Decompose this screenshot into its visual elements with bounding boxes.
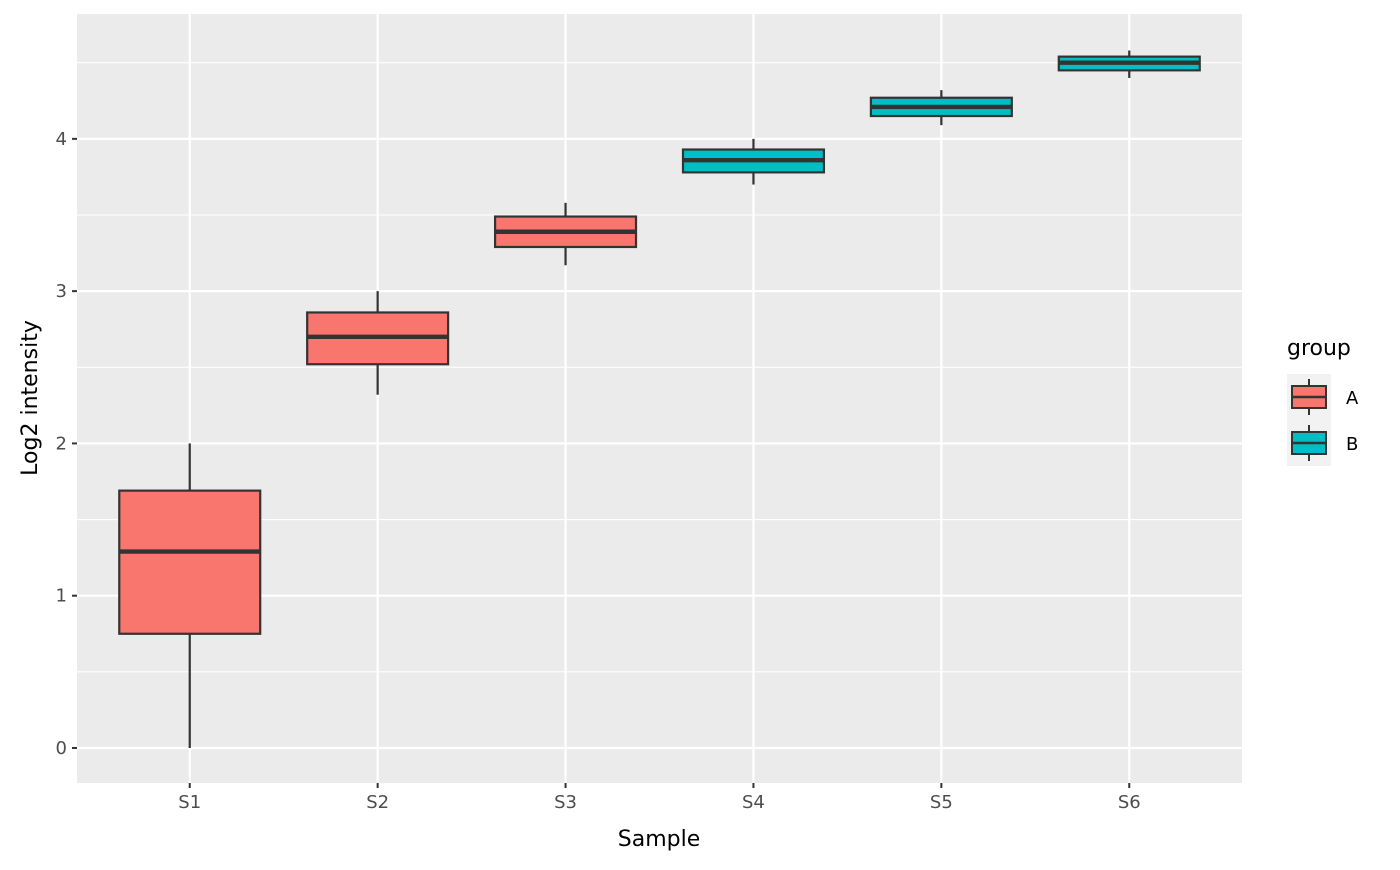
- y-tick-label: 1: [56, 586, 67, 607]
- x-tick-label: S1: [178, 792, 201, 813]
- box-S1: [118, 489, 262, 635]
- y-tick-label: 0: [56, 738, 67, 759]
- y-tick-label: 2: [56, 433, 67, 454]
- x-tick-label: S6: [1118, 792, 1141, 813]
- legend-label: B: [1346, 434, 1358, 455]
- plot-panel: [77, 14, 1242, 783]
- x-axis-title: Sample: [618, 827, 701, 852]
- x-tick-label: S4: [742, 792, 765, 813]
- x-tick-label: S2: [366, 792, 389, 813]
- y-axis-title: Log2 intensity: [18, 320, 43, 476]
- legend-label: A: [1346, 388, 1359, 409]
- y-tick-label: 4: [56, 129, 67, 150]
- legend: group A B: [1287, 336, 1359, 466]
- legend-title: group: [1287, 336, 1351, 361]
- y-tick-label: 3: [56, 281, 67, 302]
- x-tick-label: S5: [930, 792, 953, 813]
- x-tick-label: S3: [554, 792, 577, 813]
